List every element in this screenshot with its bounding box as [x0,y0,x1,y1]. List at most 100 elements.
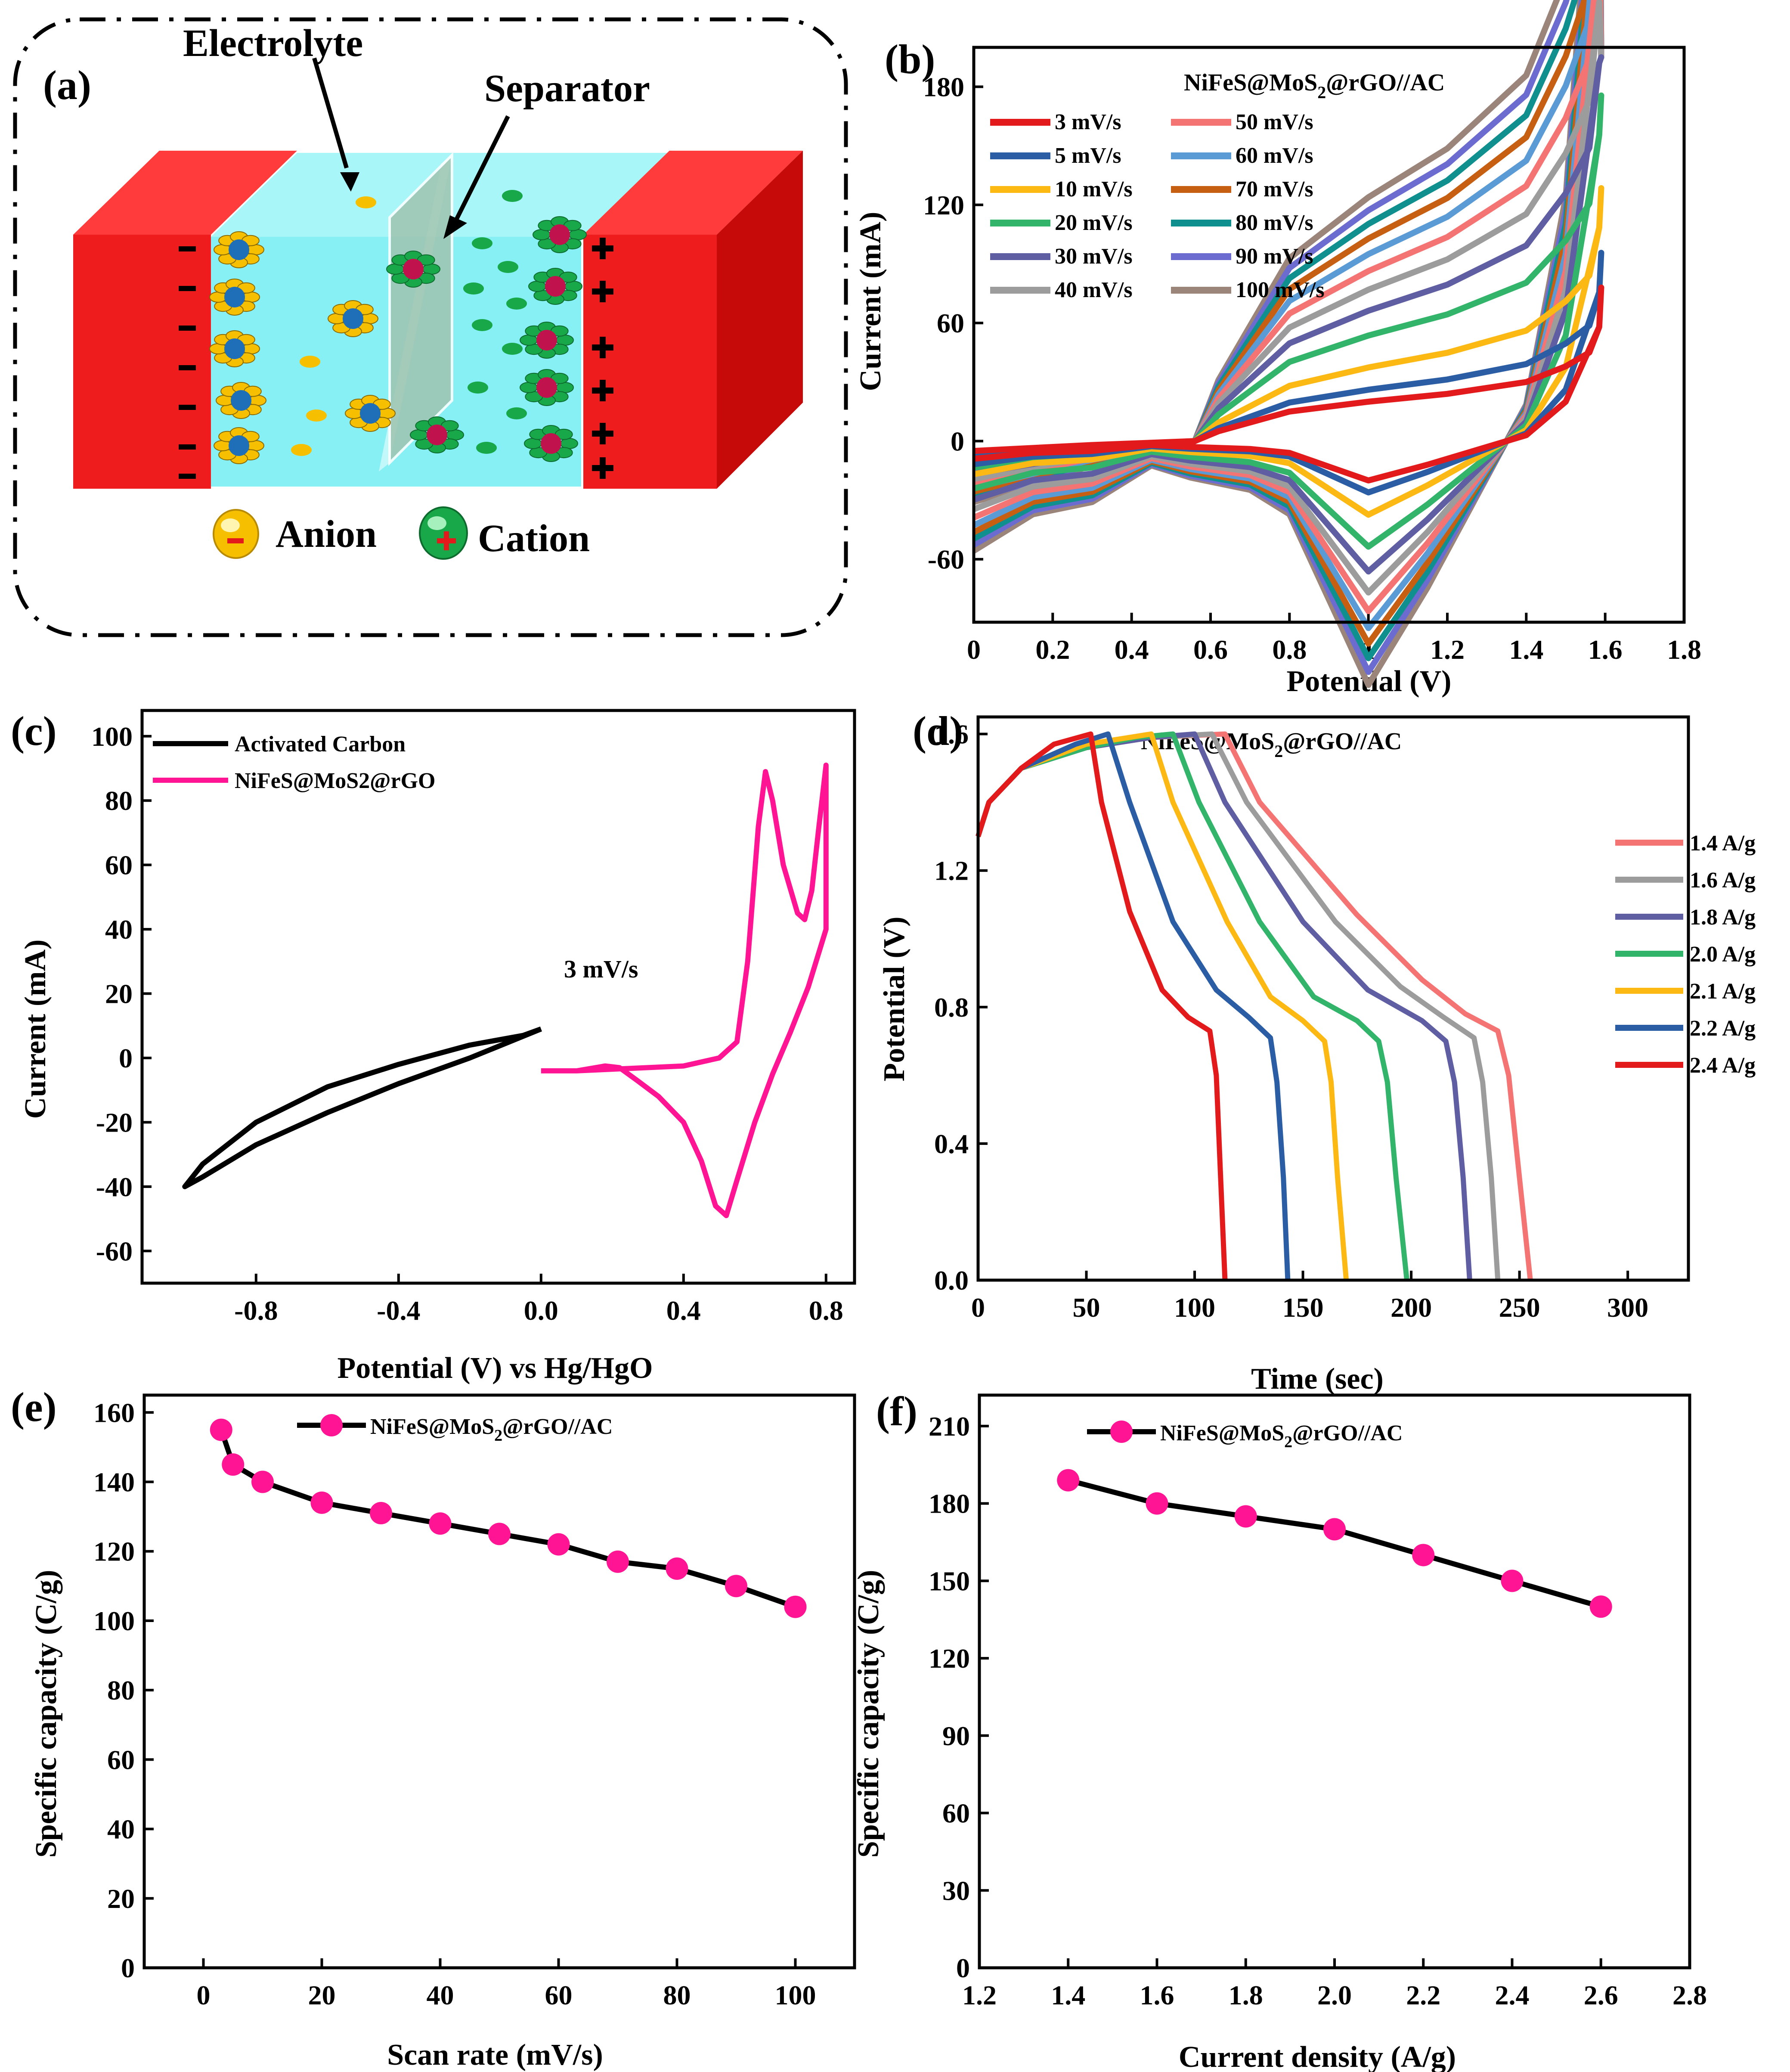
data-point [429,1512,452,1535]
x-tick-label: 2.4 [1495,1980,1530,2010]
panel-d-ticks: 0 50 100 150 200 250 300 0.0 0.4 0.8 1.2 1.6 [934,719,1648,1323]
plus-sign [592,457,613,479]
panel-e-legend: NiFeS@MoS2@rGO//AC [297,1414,613,1445]
legend-label-part: 2 [494,1427,502,1445]
panel-c-cv-comparison: (c) Potential (V) vs Hg/HgO Current (mA)… [11,708,856,1385]
x-tick-label: 1.6 [1588,634,1623,665]
free-anion [356,196,376,208]
y-tick-label: 90 [942,1721,970,1751]
data-point [1501,1570,1524,1592]
panel-d-xlabel: Time (sec) [1251,1362,1384,1396]
panel-f-capacity-vs-current-density: (f) Current density (A/g) Specific capac… [852,1388,1707,2072]
x-tick-label: 50 [1073,1292,1100,1323]
x-tick-label: 0 [971,1292,985,1323]
ion-core [427,425,447,445]
panel-f-letter: (f) [876,1388,917,1434]
plus-sign [592,423,613,444]
x-tick-label: 2.2 [1406,1980,1440,2010]
legend-label: 10 mV/s [1055,177,1133,202]
legend-label: 2.4 A/g [1690,1053,1756,1078]
cation-cluster [528,268,582,305]
legend-label-part: NiFeS@MoS [370,1414,494,1439]
legend-label: 1.6 A/g [1690,868,1756,893]
free-anion [306,409,327,422]
y-tick-label: 80 [107,1675,135,1706]
free-cation [463,282,484,295]
y-tick-label: -20 [96,1107,133,1138]
y-tick-label: 0 [956,1953,970,1983]
ion-core [229,239,249,260]
ion-core [343,308,363,329]
panel-a-letter: (a) [43,62,91,108]
legend-label: NiFeS@MoS2@rGO//AC [1160,1421,1403,1451]
anion-legend-icon [213,509,259,559]
y-tick-label: 40 [105,914,133,945]
data-point [1589,1595,1612,1618]
legend-label: 100 mV/s [1236,278,1325,302]
data-point [1057,1469,1080,1492]
legend-label: Activated Carbon [235,732,406,757]
ion-core [545,276,566,297]
ion-core [541,433,561,454]
electrolyte-label: Electrolyte [183,22,363,65]
free-cation [502,343,523,355]
data-point [666,1557,688,1580]
x-tick-label: 0 [967,634,981,665]
gcd-curve [976,731,1228,1281]
x-tick-label: 1.2 [1430,634,1465,665]
x-tick-label: 1.4 [1051,1980,1085,2010]
ion-core [231,390,251,411]
panel-b-frame [972,46,1686,624]
electrolyte-arrow [312,57,349,169]
legend-label: NiFeS@MoS2@rGO [235,769,435,793]
y-tick-label: 120 [93,1536,135,1567]
y-tick-label: 0 [121,1953,135,1983]
legend-label: 80 mV/s [1236,211,1313,235]
y-tick-label: 150 [929,1566,970,1596]
dash-dot-frame [13,17,848,637]
x-tick-label: 2.8 [1672,1980,1707,2010]
minus-sign [179,246,196,251]
panel-b-title: NiFeS@MoS2@rGO//AC [1184,69,1445,102]
cv-curve [182,1027,542,1189]
panel-d-series [976,731,1533,1281]
plus-sign [592,281,613,302]
legend-label: 60 mV/s [1236,143,1313,168]
free-cation [476,442,497,454]
x-tick-label: 0.4 [666,1295,701,1326]
x-tick-label: 0.8 [809,1295,843,1326]
ions [209,190,587,464]
legend-label: 70 mV/s [1236,177,1313,202]
cv-curve [972,0,1604,596]
ion-core [224,338,245,359]
x-tick-label: 1.4 [1509,634,1543,665]
y-tick-label: 60 [942,1798,970,1829]
panel-e-letter: (e) [11,1384,57,1430]
legend-label: 5 mV/s [1055,143,1121,168]
y-tick-label: 0.8 [934,992,969,1023]
y-tick-label: 1.6 [934,719,969,750]
x-tick-label: 1.2 [962,1980,997,2010]
gcd-curve [976,731,1349,1281]
right-electrode-side [717,151,803,489]
panel-b-series [972,0,1604,688]
cation-legend-icon [419,506,468,560]
legend-label-part: NiFeS@MoS [1160,1421,1284,1445]
plus-sign [592,238,613,259]
gcd-curve [976,731,1409,1281]
cv-curve [541,763,829,1219]
legend-label: 90 mV/s [1236,244,1313,269]
y-tick-label: -60 [928,544,964,575]
panel-d-ylabel: Potential (V) [878,917,911,1082]
legend-label-part: 2 [1284,1433,1292,1451]
legend-marker [320,1414,343,1436]
legend-label: 2.2 A/g [1690,1016,1756,1041]
free-cation [472,237,492,249]
y-tick-label: 60 [105,850,133,881]
minus-sign [179,326,196,331]
panel-e-ticks: 0 20 40 60 80 100 0 20 40 60 80 100 120 140 160 [93,1397,816,2010]
ion-core [360,403,381,424]
left-electrode-top [73,151,297,235]
y-tick-label: 0.4 [934,1129,969,1159]
